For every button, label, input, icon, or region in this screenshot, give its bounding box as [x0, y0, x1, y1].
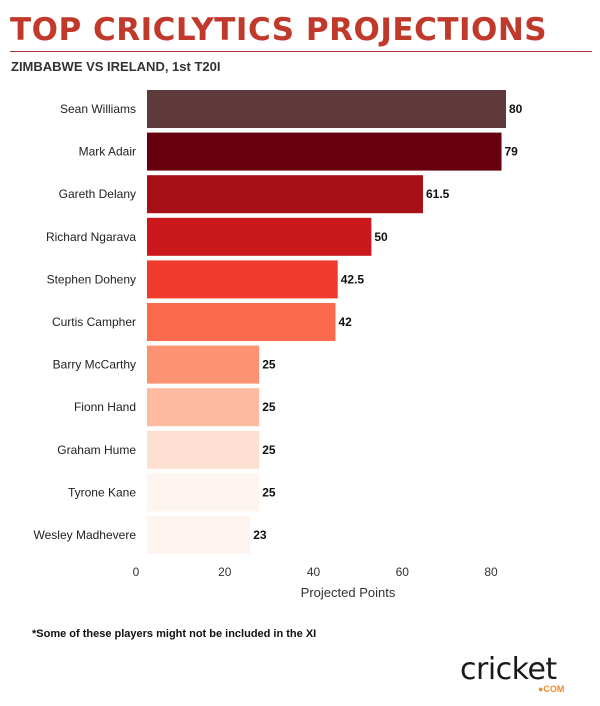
bar	[147, 217, 372, 256]
category-label: Graham Hume	[57, 443, 136, 457]
x-tick-label: 0	[133, 565, 140, 579]
category-label: Stephen Doheny	[47, 272, 136, 286]
bar	[147, 303, 336, 341]
category-label: Fionn Hand	[74, 400, 136, 414]
value-label: 50	[374, 230, 388, 244]
category-label: Curtis Campher	[52, 315, 136, 329]
value-label: 25	[262, 485, 276, 499]
category-label: Tyrone Kane	[68, 485, 136, 499]
category-label: Richard Ngarava	[46, 230, 136, 244]
bar	[147, 388, 260, 427]
value-label: 25	[262, 443, 276, 457]
value-label: 42.5	[341, 272, 365, 286]
match-subtitle: ZIMBABWE VS IRELAND, 1st T20I	[11, 59, 221, 74]
x-axis-label: Projected Points	[301, 585, 396, 600]
cricket-com-logo: cricket ●COM	[460, 652, 565, 694]
footnote: *Some of these players might not be incl…	[32, 628, 317, 640]
category-label: Mark Adair	[79, 145, 136, 159]
bar	[147, 345, 260, 384]
bar-chart: Sean Williams 80 Mark Adair 79 Gareth Delany…	[34, 90, 523, 600]
bar	[147, 516, 251, 554]
bar	[147, 473, 260, 512]
value-label: 61.5	[426, 187, 450, 201]
category-label: Sean Williams	[60, 102, 136, 116]
value-label: 80	[509, 102, 523, 116]
bar	[147, 90, 506, 128]
value-label: 42	[338, 315, 352, 329]
x-tick-label: 40	[307, 565, 321, 579]
bar	[147, 260, 338, 299]
bar	[147, 132, 502, 171]
bar	[147, 430, 260, 469]
value-label: 25	[262, 400, 276, 414]
page-title: TOP CRICLYTICS PROJECTIONS	[10, 12, 548, 48]
value-label: 25	[262, 358, 276, 372]
x-tick-label: 20	[218, 565, 232, 579]
bar	[147, 175, 423, 214]
title-divider	[10, 51, 592, 52]
x-tick-label: 60	[396, 565, 410, 579]
category-label: Wesley Madhevere	[34, 528, 137, 542]
x-tick-label: 80	[484, 565, 498, 579]
value-label: 79	[505, 145, 519, 159]
value-label: 23	[253, 528, 267, 542]
category-label: Barry McCarthy	[53, 358, 136, 372]
category-label: Gareth Delany	[59, 187, 136, 201]
